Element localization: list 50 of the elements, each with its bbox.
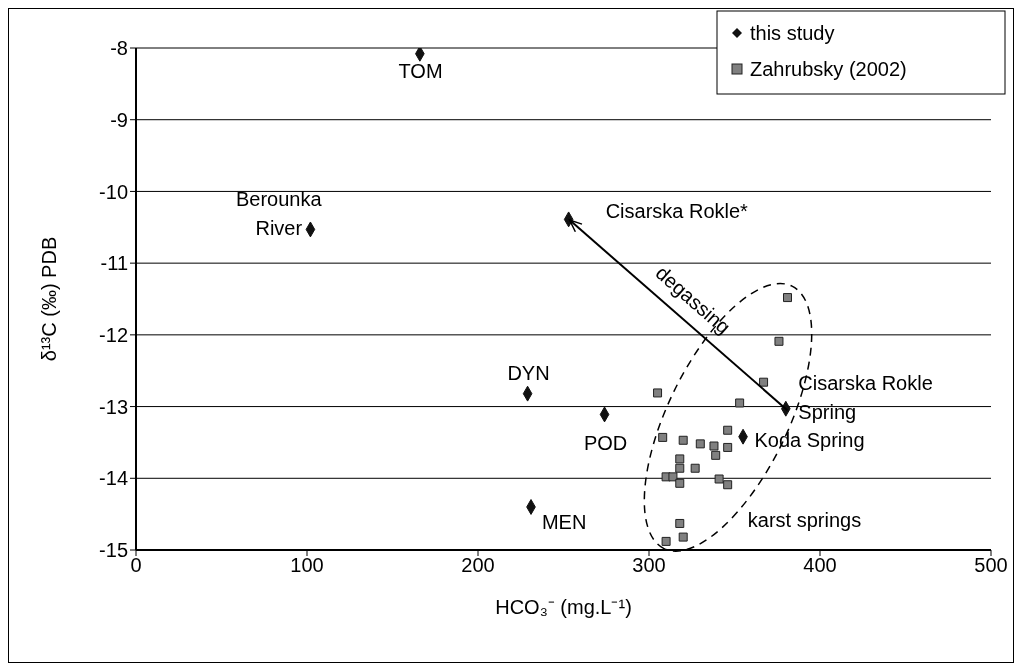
point	[723, 442, 733, 452]
point	[690, 463, 700, 473]
y-tick-label: -14	[99, 467, 128, 490]
annotation: Berounka River	[236, 188, 323, 240]
x-tick-label: 100	[290, 554, 324, 577]
point	[678, 532, 688, 542]
point	[695, 439, 705, 449]
x-tick-label: 500	[974, 554, 1008, 577]
y-axis-title: δ¹³C (‰) PDB	[38, 236, 61, 362]
y-tick-label: -8	[110, 37, 128, 60]
point	[714, 474, 724, 484]
point	[668, 472, 678, 482]
x-axis-title: HCO₃⁻ (mg.L⁻¹)	[495, 596, 632, 619]
x-tick-label: 400	[803, 554, 837, 577]
annotation: Cisarska Rokle*	[605, 200, 749, 223]
x-tick-label: 200	[461, 554, 495, 577]
point	[661, 536, 671, 546]
point	[709, 441, 719, 451]
x-tick-label: 300	[632, 554, 666, 577]
point	[783, 293, 793, 303]
y-tick-label: -9	[110, 108, 128, 131]
point	[658, 432, 668, 442]
legend-label: Zahrubsky (2002)	[750, 58, 907, 80]
point	[415, 48, 425, 62]
point	[675, 518, 685, 528]
annotation: TOM	[398, 59, 443, 82]
annotation: POD	[583, 431, 628, 454]
y-tick-label: -12	[99, 323, 128, 346]
y-tick-label: -10	[99, 180, 128, 203]
point	[759, 377, 769, 387]
point	[774, 336, 784, 346]
point	[723, 480, 733, 490]
point	[653, 388, 663, 398]
y-tick-label: -11	[100, 252, 128, 275]
annotation: Koda Spring	[754, 429, 865, 452]
x-tick-label: 0	[130, 554, 142, 577]
legend-label: this study	[750, 22, 835, 44]
point	[678, 435, 688, 445]
y-tick-label: -15	[99, 539, 128, 562]
point	[735, 398, 745, 408]
annotation: MEN	[541, 510, 587, 533]
annotation: Cisarska Rokle Spring	[798, 372, 933, 424]
annotation: DYN	[507, 362, 550, 385]
point	[675, 454, 685, 464]
annotation: karst springs	[747, 508, 862, 531]
point	[675, 463, 685, 473]
point	[723, 425, 733, 435]
point	[675, 478, 685, 488]
point	[711, 450, 721, 460]
y-tick-label: -13	[99, 395, 128, 418]
